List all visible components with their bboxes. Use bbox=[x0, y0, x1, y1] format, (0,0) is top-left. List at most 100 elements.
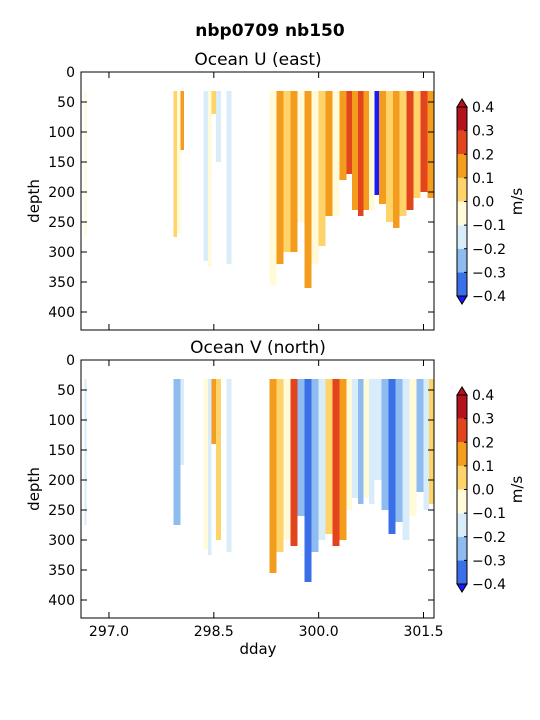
data-column bbox=[357, 379, 364, 504]
colorbar-segment bbox=[457, 154, 467, 178]
data-column bbox=[368, 379, 375, 504]
y-tick-label: 50 bbox=[57, 383, 75, 399]
y-tick-label: 0 bbox=[66, 353, 75, 369]
y-tick-label: 200 bbox=[48, 473, 75, 489]
data-column bbox=[332, 91, 340, 216]
colorbar-tick-label: −0.1 bbox=[472, 506, 506, 522]
data-column bbox=[290, 91, 298, 252]
colorbar-segment bbox=[457, 489, 467, 514]
data-column bbox=[173, 379, 181, 525]
y-tick-label: 150 bbox=[48, 155, 75, 171]
data-column bbox=[339, 379, 347, 540]
data-column bbox=[276, 379, 284, 552]
colorbar-segment bbox=[457, 465, 467, 490]
colorbar-tick-label: −0.1 bbox=[472, 218, 506, 234]
x-tick-label: 298.5 bbox=[194, 624, 234, 640]
panel-ocean-u: Ocean U (east) depth 0 50 100 150 200 250 300 3… bbox=[25, 50, 526, 331]
y-tick-label: 250 bbox=[48, 215, 75, 231]
colorbar-extend-min bbox=[456, 295, 468, 305]
y-axis-label: depth bbox=[25, 179, 43, 223]
y-tick-label: 0 bbox=[66, 65, 75, 81]
x-tick-label: 300.0 bbox=[299, 624, 339, 640]
colorbar-segment bbox=[457, 536, 467, 561]
y-tick-label: 400 bbox=[48, 593, 75, 609]
colorbar: 0.4 0.3 0.2 0.1 0.0 −0.1 −0.2 −0.3 −0.4 m/s bbox=[456, 98, 526, 305]
y-tick-label: 350 bbox=[48, 275, 75, 291]
data-column bbox=[346, 91, 353, 174]
colorbar-segment bbox=[457, 272, 467, 296]
data-column bbox=[427, 91, 434, 198]
data-column bbox=[311, 379, 319, 552]
colorbar: 0.4 0.3 0.2 0.1 0.0 −0.1 −0.2 −0.3 −0.4 m/s bbox=[456, 386, 526, 593]
data-column bbox=[318, 379, 326, 540]
colorbar-label: m/s bbox=[508, 476, 526, 504]
data-column bbox=[363, 379, 369, 498]
colorbar-segment bbox=[457, 442, 467, 466]
data-column bbox=[269, 379, 277, 573]
data-column bbox=[226, 91, 232, 264]
data-column bbox=[374, 91, 379, 195]
data-column bbox=[84, 379, 87, 525]
data-column bbox=[318, 91, 326, 246]
colorbar-tick-label: 0.1 bbox=[472, 171, 494, 187]
y-tick-label: 150 bbox=[48, 443, 75, 459]
data-column bbox=[374, 379, 382, 480]
data-column bbox=[304, 379, 312, 582]
data-column bbox=[208, 91, 212, 267]
x-axis bbox=[108, 72, 425, 330]
colorbar-tick-label: −0.2 bbox=[472, 530, 506, 546]
data-column bbox=[420, 91, 428, 192]
y-tick-label: 200 bbox=[48, 185, 75, 201]
data-column bbox=[385, 91, 393, 222]
data-column bbox=[269, 91, 277, 285]
y-tick-label: 400 bbox=[48, 305, 75, 321]
data-column bbox=[283, 379, 291, 540]
data-column bbox=[304, 91, 312, 288]
colorbar-tick-label: 0.4 bbox=[472, 388, 494, 404]
colorbar-extend-max bbox=[456, 98, 468, 108]
data-column bbox=[368, 91, 375, 210]
colorbar-tick-label: −0.3 bbox=[472, 553, 506, 569]
colorbar-tick-label: −0.3 bbox=[472, 265, 506, 281]
data-column bbox=[208, 379, 212, 555]
x-tick-label: 297.0 bbox=[89, 624, 129, 640]
data-column bbox=[215, 379, 221, 540]
plot-frame bbox=[80, 359, 435, 619]
panel-ocean-v: Ocean V (north) depth dday 0 50 100 150 200 2… bbox=[25, 338, 526, 658]
data-column bbox=[176, 91, 181, 234]
y-tick-label: 300 bbox=[48, 533, 75, 549]
data-column bbox=[388, 379, 396, 534]
panel-title: Ocean U (east) bbox=[194, 50, 321, 70]
data-column bbox=[423, 379, 430, 510]
figure-suptitle: nbp0709 nb150 bbox=[195, 21, 345, 41]
data-column bbox=[290, 379, 298, 546]
colorbar-label: m/s bbox=[508, 188, 526, 216]
data-column bbox=[325, 91, 333, 216]
y-axis-label: depth bbox=[25, 467, 43, 511]
colorbar-tick-label: 0.0 bbox=[472, 195, 494, 211]
data-column bbox=[332, 379, 340, 546]
data-column bbox=[416, 379, 424, 492]
colorbar-tick-label: −0.4 bbox=[472, 577, 506, 593]
data-column bbox=[180, 91, 184, 150]
y-axis: 0 50 100 150 200 250 300 350 400 bbox=[48, 65, 434, 321]
data-column bbox=[346, 379, 353, 510]
data-column bbox=[283, 91, 291, 252]
data-column bbox=[392, 91, 400, 228]
colorbar-tick-label: 0.3 bbox=[472, 124, 494, 140]
y-tick-label: 300 bbox=[48, 245, 75, 261]
data-column bbox=[395, 379, 403, 522]
data-column bbox=[203, 379, 209, 549]
colorbar-extend-min bbox=[456, 583, 468, 593]
colorbar-segment bbox=[457, 225, 467, 249]
colorbar-segment bbox=[457, 201, 467, 226]
colorbar-tick-label: 0.4 bbox=[472, 100, 494, 116]
data-column bbox=[226, 379, 232, 552]
data-column bbox=[352, 379, 358, 498]
y-tick-label: 100 bbox=[48, 413, 75, 429]
colorbar-tick-label: −0.2 bbox=[472, 242, 506, 258]
heatmap-cells bbox=[84, 91, 434, 288]
data-column bbox=[180, 379, 184, 465]
x-tick-label: 301.5 bbox=[403, 624, 443, 640]
